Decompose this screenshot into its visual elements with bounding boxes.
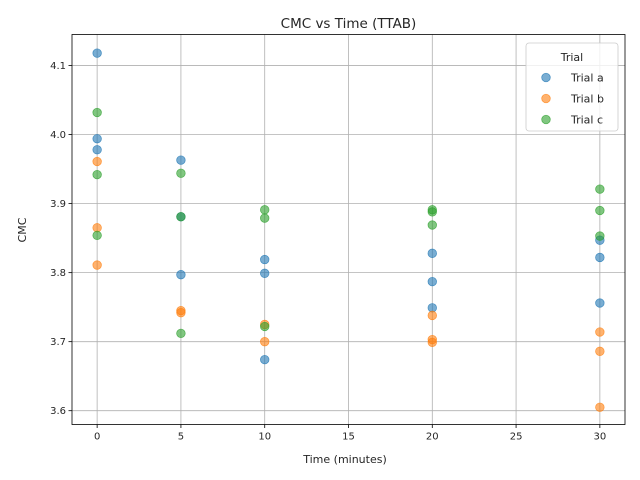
data-point	[260, 337, 270, 347]
data-point	[427, 207, 437, 217]
legend-entry-label: Trial b	[570, 93, 604, 106]
y-tick-label: 3.7	[50, 337, 66, 348]
data-point	[92, 107, 102, 118]
data-point	[595, 252, 605, 263]
data-point	[595, 298, 605, 308]
data-point	[176, 155, 186, 165]
data-point	[260, 254, 270, 265]
data-point	[260, 205, 270, 215]
data-point	[595, 402, 605, 412]
x-axis: 0 5 10 15 20 25 30	[94, 424, 606, 443]
data-point	[176, 212, 186, 222]
data-point	[595, 231, 605, 241]
x-tick-label: 25	[510, 432, 523, 443]
data-point	[427, 310, 437, 321]
x-tick-label: 30	[593, 432, 606, 443]
data-point	[595, 346, 605, 356]
data-point	[595, 327, 605, 337]
data-point	[260, 321, 270, 332]
y-tick-label: 3.6	[50, 406, 66, 417]
data-point	[595, 205, 605, 216]
y-axis: 3.6 3.7 3.8 3.9 4.0 4.1	[50, 61, 72, 417]
y-tick-label: 4.0	[50, 130, 66, 141]
x-tick-label: 20	[426, 432, 439, 443]
data-point	[427, 276, 437, 287]
legend: Trial Trial a Trial b Trial c	[525, 42, 619, 132]
data-point	[92, 260, 102, 270]
data-point	[427, 248, 437, 258]
data-point	[176, 328, 186, 339]
data-point	[595, 184, 605, 194]
legend-box	[525, 42, 619, 132]
data-point	[92, 156, 102, 167]
chart-title: CMC vs Time (TTAB)	[281, 16, 417, 32]
y-axis-label: CMC	[16, 217, 29, 242]
data-point	[176, 308, 186, 318]
x-tick-label: 10	[258, 432, 271, 443]
data-point	[176, 168, 186, 178]
x-axis-label: Time (minutes)	[302, 453, 387, 466]
data-point	[427, 337, 437, 348]
legend-marker	[541, 114, 551, 125]
legend-title: Trial	[560, 51, 583, 64]
data-point	[92, 134, 102, 144]
data-point	[260, 268, 270, 278]
x-tick-label: 15	[342, 432, 355, 443]
data-point	[92, 230, 102, 241]
data-point	[260, 354, 270, 365]
y-tick-label: 3.8	[50, 268, 66, 279]
data-points	[92, 48, 605, 412]
data-point	[260, 213, 270, 223]
data-point	[176, 270, 186, 280]
y-tick-label: 4.1	[50, 61, 66, 72]
legend-entry-label: Trial c	[570, 114, 603, 127]
legend-marker	[541, 72, 551, 83]
data-point	[92, 169, 102, 180]
data-point	[92, 48, 102, 58]
series-trial-a	[92, 48, 605, 365]
legend-entry-label: Trial a	[570, 72, 604, 85]
y-tick-label: 3.9	[50, 199, 66, 210]
series-trial-c	[92, 107, 605, 339]
x-tick-label: 5	[178, 432, 184, 443]
legend-marker	[541, 93, 551, 104]
x-tick-label: 0	[94, 432, 100, 443]
data-point	[427, 220, 437, 230]
data-point	[92, 145, 102, 155]
